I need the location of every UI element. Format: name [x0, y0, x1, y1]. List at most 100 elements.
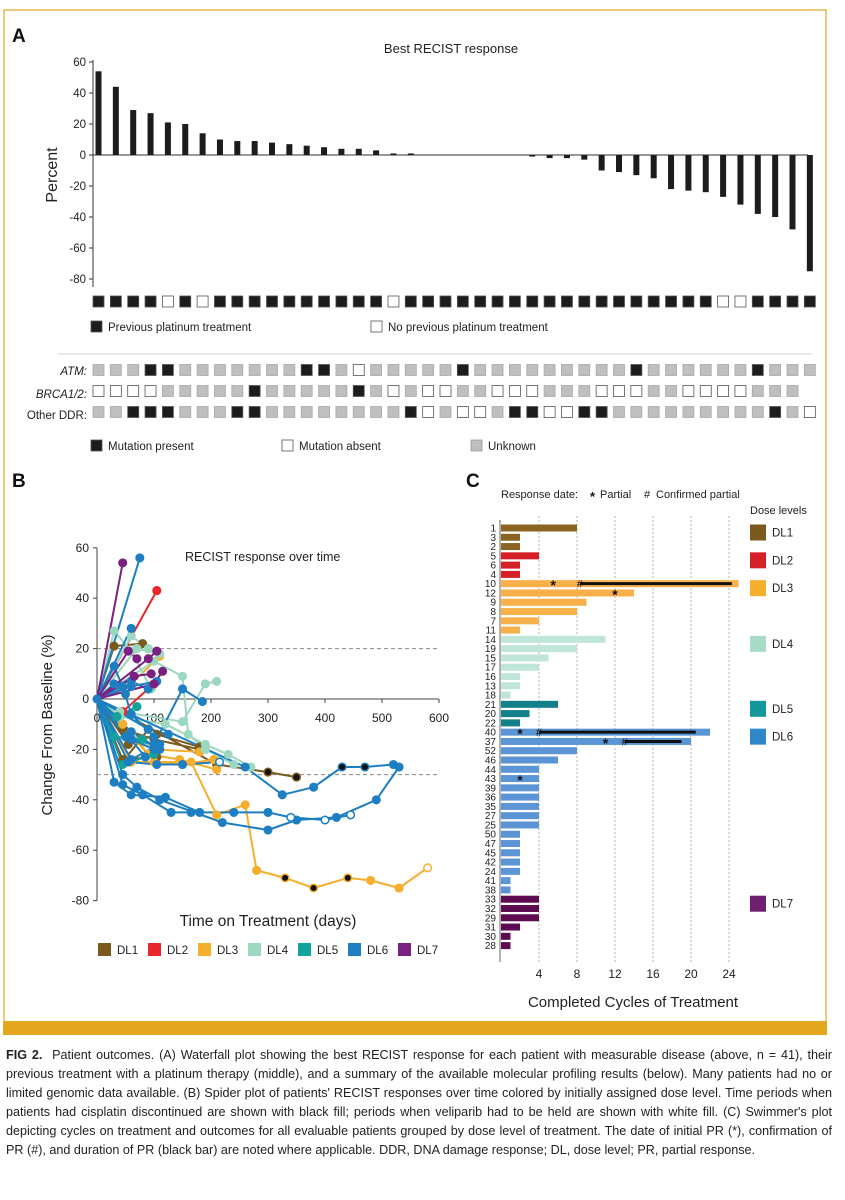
spider-point: [143, 684, 153, 694]
a-ytick-label: -80: [69, 274, 86, 286]
waterfall-bar: [164, 122, 171, 155]
legend-label-no-platinum: No previous platinum treatment: [388, 322, 549, 334]
genomics-cell: [769, 385, 782, 397]
genomics-cell: [144, 364, 157, 376]
panel-a-platinum-row: [92, 295, 816, 308]
c-legend-swatch-dl1: [750, 524, 766, 541]
a-ytick-label: -60: [69, 243, 86, 255]
swimmer-bar: [501, 895, 539, 903]
waterfall-bar: [95, 71, 102, 155]
patient-id-label: 32: [485, 904, 497, 915]
b-xtick-label: 500: [372, 711, 392, 725]
genomics-cell: [335, 364, 348, 376]
waterfall-bar: [251, 141, 258, 155]
genomics-cell: [682, 406, 695, 418]
genomics-cell: [283, 406, 296, 418]
patient-id-label: 8: [490, 607, 496, 618]
b-legend-swatch-dl4: [248, 943, 261, 956]
swimmer-bar: [501, 830, 520, 838]
platinum-cell-previous: [127, 295, 140, 308]
platinum-cell-previous: [595, 295, 608, 308]
patient-id-label: 44: [485, 765, 497, 776]
spider-point: [337, 762, 347, 772]
a-ytick-label: 0: [80, 150, 86, 162]
platinum-cell-previous: [474, 295, 487, 308]
spider-point: [146, 669, 156, 679]
platinum-cell-previous: [786, 295, 799, 308]
genomics-cell: [561, 406, 573, 418]
waterfall-bar: [702, 155, 709, 193]
genomics-cell: [248, 385, 261, 397]
genomics-cell: [370, 406, 383, 418]
waterfall-bar: [754, 155, 761, 214]
panel-b-axes: 01002003004005006006040200-20-40-60-80: [72, 541, 450, 908]
genomics-cell: [526, 406, 539, 418]
b-xtick-label: 300: [258, 711, 278, 725]
a-ytick-label: -20: [69, 181, 86, 193]
waterfall-bar: [303, 145, 310, 155]
swimmer-bar: [501, 775, 539, 783]
waterfall-bar: [650, 155, 657, 179]
a-ytick-label: 60: [73, 57, 86, 69]
spider-line: [96, 557, 141, 700]
b-legend-label-dl7: DL7: [417, 945, 438, 957]
genomics-cell: [404, 406, 417, 418]
spider-point: [212, 765, 222, 775]
genomics-cell: [578, 385, 591, 397]
patient-id-label: 42: [485, 858, 497, 869]
genomics-cell: [456, 406, 469, 418]
genomics-cell: [404, 385, 417, 397]
platinum-cell-previous: [214, 295, 226, 308]
caption-text: Patient outcomes. (A) Waterfall plot sho…: [6, 1048, 832, 1157]
waterfall-bar: [789, 155, 796, 230]
a-ytick-label: 20: [73, 119, 86, 131]
spider-point: [109, 732, 119, 742]
swimmer-bar: [501, 598, 587, 606]
c-legend-swatch-dl3: [750, 580, 766, 597]
patient-id-label: 10: [485, 579, 497, 590]
spider-point: [120, 689, 131, 699]
b-ytick-label: -20: [72, 742, 90, 756]
platinum-cell-previous: [578, 295, 591, 308]
spider-point: [371, 795, 381, 805]
genomics-cell: [613, 406, 625, 418]
spider-point: [118, 681, 128, 691]
genomics-cell: [526, 385, 539, 397]
patient-id-label: 38: [485, 885, 497, 896]
platinum-cell-previous: [508, 295, 521, 308]
platinum-cell-previous: [543, 295, 556, 308]
swimmer-bar: [501, 654, 549, 662]
swimmer-bar: [501, 802, 539, 810]
panel-a-y-axis: 60 40 20 0 -20 -40 -60 -80: [69, 57, 93, 286]
genomics-cell: [803, 406, 816, 418]
genomics-cell: [474, 385, 487, 397]
b-ytick-label: 60: [76, 541, 90, 555]
platinum-cell-previous: [613, 295, 625, 308]
spider-point: [214, 757, 225, 767]
waterfall-bar: [546, 155, 553, 159]
genomics-cell: [127, 364, 140, 376]
a-ytick-label: -40: [69, 212, 86, 224]
patient-id-label: 20: [485, 709, 497, 720]
swimmer-bar: [501, 858, 520, 866]
b-ytick-label: -40: [72, 793, 90, 807]
patient-id-label: 5: [490, 551, 496, 562]
patient-id-label: 47: [485, 839, 497, 850]
platinum-cell-previous: [751, 295, 764, 308]
c-xtick-label: 16: [646, 967, 660, 981]
genomics-cell: [786, 385, 799, 397]
platinum-cell-none: [734, 295, 747, 308]
swimmer-bar: [501, 877, 511, 885]
genomics-cell: [665, 406, 677, 418]
genomics-cell: [318, 385, 330, 397]
genomics-cell: [751, 406, 764, 418]
swimmer-bar: [501, 793, 539, 801]
patient-id-label: 36: [485, 793, 497, 804]
b-legend-label-dl1: DL1: [117, 945, 138, 957]
genomics-cell: [144, 385, 157, 397]
patient-id-label: 11: [486, 626, 497, 637]
patient-id-label: 43: [485, 774, 497, 785]
mutation-legend: Mutation present Mutation absent Unknown: [90, 439, 536, 453]
genomics-cell: [266, 364, 278, 376]
